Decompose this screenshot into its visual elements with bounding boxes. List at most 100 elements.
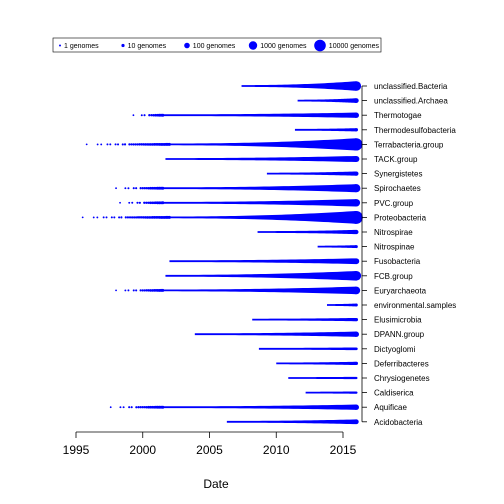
data-point (114, 143, 117, 146)
data-point (140, 216, 144, 219)
data-point (141, 187, 144, 190)
data-point (128, 143, 131, 146)
category-label: Thermodesulfobacteria (374, 126, 456, 135)
data-point (140, 143, 143, 146)
data-point (143, 114, 146, 117)
series-unclassified.Bacteria (241, 81, 362, 91)
data-band (162, 404, 357, 410)
data-point (136, 201, 139, 204)
series-Terrabacteria.group (85, 138, 363, 151)
data-point (124, 187, 127, 190)
category-label: Nitrospinae (374, 243, 415, 252)
category-label: Nitrospirae (374, 228, 413, 237)
category-label: Chrysiogenetes (374, 374, 430, 383)
data-point (124, 289, 127, 292)
data-band (326, 303, 357, 307)
data-point (150, 114, 153, 117)
series-Fusobacteria (169, 258, 360, 265)
data-point (92, 216, 95, 219)
data-point (149, 289, 152, 292)
data-point (127, 289, 130, 292)
data-point (145, 143, 149, 146)
data-point (109, 143, 112, 146)
data-point-final (350, 138, 363, 151)
data-point (136, 143, 139, 146)
data-point (149, 186, 152, 190)
category-label: Thermotogae (374, 111, 422, 120)
category-label: Terrabacteria.group (374, 140, 444, 149)
data-band (266, 171, 357, 176)
data-point (119, 201, 121, 204)
category-label: Proteobacteria (374, 213, 427, 222)
category-label: TACK.group (374, 155, 418, 164)
data-band (288, 376, 357, 380)
data-point (147, 143, 151, 146)
data-point (147, 289, 150, 292)
legend-box (52, 37, 382, 53)
data-point-final (352, 199, 361, 207)
data-point (132, 216, 136, 219)
legend-label: 10 genomes (128, 43, 167, 50)
date-tick-label: 1995 (63, 443, 90, 457)
data-point (96, 143, 99, 146)
data-point-final (354, 303, 358, 307)
data-point (142, 216, 145, 219)
legend-label: 100 genomes (193, 43, 236, 50)
data-point (113, 216, 116, 219)
data-point (122, 406, 125, 409)
data-point (106, 143, 109, 146)
data-point (145, 289, 149, 292)
series-Chrysiogenetes (288, 376, 358, 380)
data-point (141, 289, 144, 292)
date-tick-label: 2015 (330, 443, 357, 457)
data-point (115, 187, 117, 190)
data-point (147, 201, 150, 205)
series-unclassified.Archaea (297, 98, 359, 103)
data-point (126, 216, 130, 219)
category-label: PVC.group (374, 199, 414, 208)
category-label: Spirochaetes (374, 184, 421, 193)
series-Euryarchaeota (115, 286, 361, 295)
data-point (136, 216, 140, 219)
legend-label: 1000 genomes (260, 43, 307, 50)
category-label: environmental.samples (374, 301, 456, 310)
date-axis: 1995 2000 2005 2010 2015 (63, 431, 357, 457)
data-point (140, 114, 143, 117)
data-point (148, 114, 151, 117)
data-point (147, 405, 150, 409)
series-environmental.samples (326, 303, 358, 307)
data-point (137, 406, 140, 409)
series-Aquificae (109, 404, 360, 410)
data-band (252, 317, 357, 322)
data-point-final (354, 171, 359, 176)
data-band (169, 210, 357, 224)
series-Proteobacteria (81, 210, 363, 224)
category-label: Aquificae (374, 403, 407, 412)
data-band (297, 98, 357, 103)
category-label: FCB.group (374, 272, 413, 281)
data-point (127, 187, 130, 190)
data-band (294, 128, 357, 132)
data-point (131, 201, 134, 204)
data-point-final (354, 347, 358, 351)
legend-marker (59, 44, 61, 47)
data-point (124, 216, 127, 219)
plot-marks (81, 81, 363, 425)
data-point-final (352, 184, 361, 193)
data-point (128, 201, 131, 204)
data-point (154, 113, 157, 117)
date-tick-label: 2005 (196, 443, 223, 457)
series-FCB.group (165, 271, 362, 281)
data-point (143, 201, 146, 204)
data-point (141, 406, 144, 409)
series-Thermodesulfobacteria (294, 128, 359, 132)
data-point (130, 406, 133, 409)
data-point (110, 216, 113, 219)
series-Elusimicrobia (252, 317, 359, 322)
legend-marker (314, 39, 326, 52)
data-band (162, 286, 357, 295)
data-point-final (351, 271, 362, 281)
data-band (317, 245, 357, 249)
series-Dictyoglomi (258, 347, 358, 351)
